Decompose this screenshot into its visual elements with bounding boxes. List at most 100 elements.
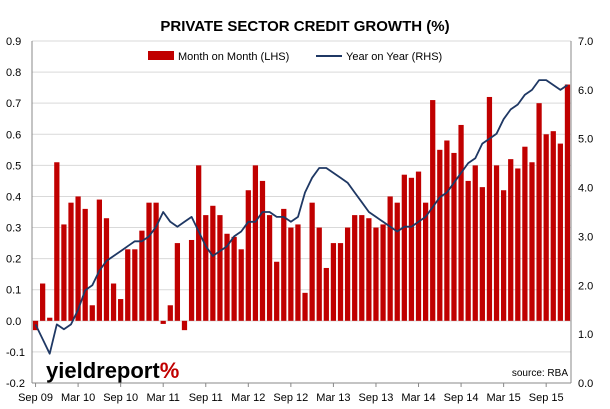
bar-mom (302, 292, 308, 321)
y-right-tick-label: 5.0 (578, 134, 593, 146)
x-tick-label: Mar 15 (487, 392, 521, 404)
y-left-tick-label: 0.9 (6, 36, 21, 48)
bar-series (32, 84, 571, 331)
bar-mom (401, 174, 407, 321)
y-left-tick-label: 0.0 (6, 316, 21, 328)
bar-mom (274, 261, 280, 321)
bar-mom (118, 299, 124, 321)
bar-mom (465, 180, 471, 321)
bar-mom (153, 202, 159, 321)
x-tick-label: Sep 15 (529, 392, 564, 404)
bar-mom (167, 305, 173, 321)
y-right-tick-label: 4.0 (578, 183, 593, 195)
x-tick-label: Sep 12 (273, 392, 308, 404)
chart-title: PRIVATE SECTOR CREDIT GROWTH (%) (160, 18, 449, 35)
bar-mom (146, 202, 152, 321)
bar-mom (437, 149, 443, 321)
bar-mom (75, 196, 81, 321)
bar-mom (529, 162, 535, 321)
bar-mom (139, 230, 145, 321)
bar-mom (181, 320, 188, 331)
x-tick-label: Mar 14 (401, 392, 435, 404)
bar-mom (203, 215, 209, 321)
legend-label-mom: Month on Month (LHS) (178, 51, 289, 63)
bar-mom (550, 131, 556, 321)
bar-mom (415, 171, 422, 321)
bar-mom (380, 224, 386, 321)
bar-mom (259, 180, 266, 321)
y-left-tick-label: 0.4 (6, 191, 21, 203)
y-left-tick-label: 0.1 (6, 285, 21, 297)
x-tick-label: Sep 09 (18, 392, 53, 404)
legend: Month on Month (LHS) Year on Year (RHS) (148, 51, 442, 63)
bar-mom (125, 249, 131, 321)
bar-mom (493, 165, 500, 321)
bar-mom (281, 208, 287, 321)
bar-mom (557, 143, 563, 321)
yieldreport-logo: yieldreport% (46, 358, 179, 383)
legend-label-yoy: Year on Year (RHS) (346, 51, 442, 63)
bar-mom (217, 215, 223, 321)
bar-mom (196, 165, 202, 321)
bar-mom (231, 236, 237, 321)
axes: -0.2 -0.1 0.0 0.1 0.2 0.3 0.4 0.5 0.6 0.7 0.8 0.9 0.… (6, 36, 593, 404)
y-left-tick-label: -0.2 (6, 378, 25, 390)
bar-mom (316, 227, 322, 321)
bar-mom (564, 84, 571, 321)
bar-mom (309, 202, 315, 321)
y-left-tick-label: 0.3 (6, 223, 21, 235)
bar-mom (40, 283, 46, 321)
bar-mom (486, 96, 493, 321)
bar-mom (444, 140, 450, 321)
y-left-tick-label: 0.6 (6, 129, 21, 141)
y-left-tick-label: 0.5 (6, 160, 21, 172)
bar-mom (54, 162, 60, 321)
bar-mom (359, 215, 365, 321)
bar-mom (352, 215, 358, 321)
bar-mom (508, 159, 514, 321)
bar-mom (422, 202, 429, 321)
bar-mom (373, 227, 379, 321)
bar-mom (366, 218, 372, 321)
x-tick-label: Sep 13 (359, 392, 394, 404)
x-tick-label: Mar 10 (61, 392, 95, 404)
bar-mom (344, 227, 351, 321)
line-yoy (34, 79, 569, 355)
x-tick-label: Mar 13 (316, 392, 350, 404)
bar-mom (451, 152, 457, 321)
bar-mom (82, 208, 88, 321)
y-right-tick-label: 3.0 (578, 231, 593, 243)
logo-main-text: yieldreport (46, 358, 160, 383)
bar-mom (479, 187, 485, 321)
bar-mom (160, 320, 166, 324)
bar-mom (295, 224, 301, 321)
y-left-tick-label: 0.2 (6, 254, 21, 266)
x-tick-label: Sep 10 (103, 392, 138, 404)
bar-mom (330, 243, 337, 321)
y-left-tick-label: 0.8 (6, 67, 21, 79)
bar-mom (252, 165, 259, 321)
source-note: source: RBA (512, 368, 568, 379)
bar-mom (288, 227, 294, 321)
bar-mom (89, 305, 95, 321)
bar-mom (501, 190, 507, 321)
bar-mom (408, 177, 415, 321)
x-tick-label: Mar 12 (231, 392, 265, 404)
bar-mom (174, 243, 181, 321)
y-right-tick-label: 0.0 (578, 378, 593, 390)
bar-mom (132, 249, 138, 321)
bar-mom (110, 283, 117, 321)
x-tick-label: Sep 14 (444, 392, 479, 404)
y-left-tick-label: 0.7 (6, 98, 21, 110)
y-right-tick-label: 1.0 (578, 329, 593, 341)
bar-mom (224, 233, 230, 321)
bar-mom (238, 249, 244, 321)
y-left-tick-label: -0.1 (6, 347, 25, 359)
bar-mom (430, 100, 436, 321)
x-tick-label: Mar 11 (146, 392, 179, 404)
bar-mom (47, 317, 53, 321)
bar-mom (387, 196, 393, 321)
bar-mom (543, 134, 549, 321)
